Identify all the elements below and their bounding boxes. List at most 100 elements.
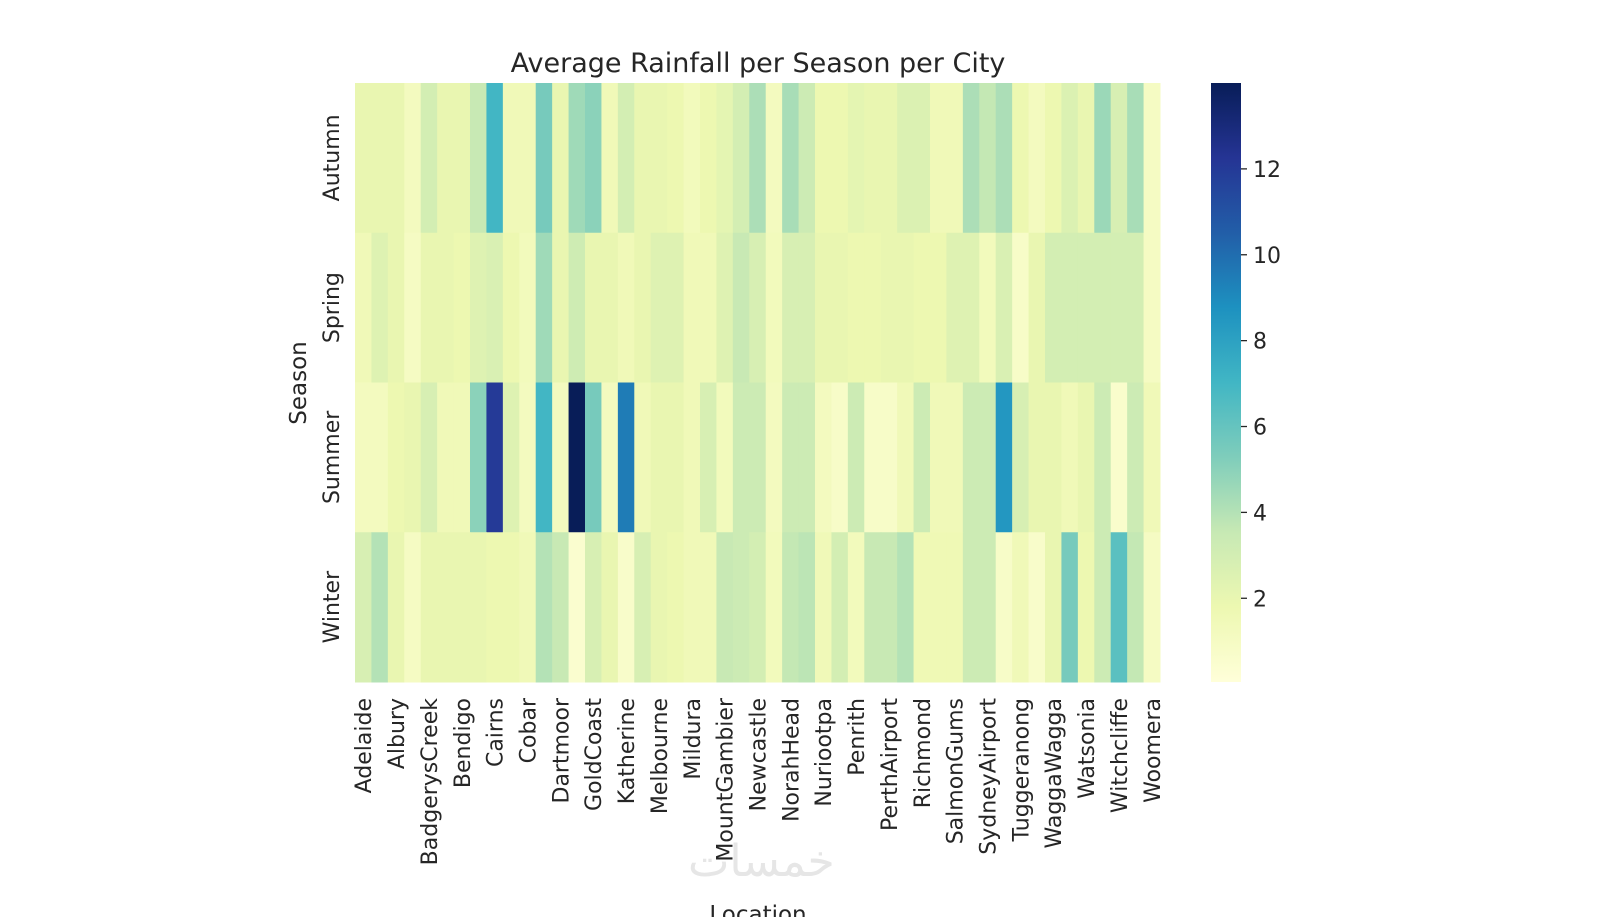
- x-tick-label: SydneyAirport: [977, 698, 1002, 855]
- heatmap-cell: [700, 532, 717, 683]
- y-axis-label: Season: [286, 341, 312, 424]
- heatmap-cell: [683, 232, 701, 383]
- heatmap-cell: [453, 83, 471, 234]
- heatmap-cell: [634, 532, 652, 683]
- heatmap-cell: [913, 83, 931, 234]
- heatmap-cell: [1143, 83, 1161, 234]
- heatmap-cell: [617, 232, 635, 383]
- heatmap-cell: [815, 83, 832, 234]
- heatmap-cell: [634, 382, 652, 533]
- heatmap-cell: [355, 83, 372, 234]
- heatmap-cell: [486, 382, 504, 533]
- heatmap-cell: [437, 83, 455, 234]
- heatmap-cell: [700, 232, 717, 383]
- heatmap-cell: [601, 382, 619, 533]
- heatmap-cell: [1045, 83, 1062, 234]
- heatmap-cell: [716, 532, 734, 683]
- heatmap-cell: [897, 232, 915, 383]
- heatmap-cell: [585, 232, 602, 383]
- heatmap-cell: [535, 382, 553, 533]
- heatmap-cell: [831, 532, 849, 683]
- heatmap-cell: [519, 232, 537, 383]
- heatmap-cell: [437, 382, 455, 533]
- heatmap-cell: [798, 382, 816, 533]
- heatmap-cell: [979, 532, 997, 683]
- heatmap-cell: [700, 382, 717, 533]
- heatmap-cell: [930, 532, 947, 683]
- heatmap-cell: [519, 532, 537, 683]
- heatmap-cell: [617, 382, 635, 533]
- y-tick-label: Spring: [320, 272, 345, 343]
- heatmap-cell: [815, 232, 832, 383]
- heatmap-cell: [552, 232, 570, 383]
- heatmap-cell: [1110, 532, 1128, 683]
- x-tick-label: Tuggeranong: [1009, 698, 1034, 842]
- heatmap-cell: [683, 382, 701, 533]
- heatmap-cell: [1110, 83, 1128, 234]
- heatmap-cell: [552, 532, 570, 683]
- heatmap-cell: [535, 532, 553, 683]
- heatmap-cell: [930, 232, 947, 383]
- heatmap-cell: [847, 382, 865, 533]
- heatmap-cell: [1143, 532, 1161, 683]
- heatmap-cell: [683, 532, 701, 683]
- colorbar-tick-label: 8: [1253, 330, 1267, 355]
- heatmap-cell: [1028, 83, 1046, 234]
- chart-title: Average Rainfall per Season per City: [511, 48, 1006, 79]
- heatmap-cell: [387, 83, 405, 234]
- heatmap-cell: [847, 532, 865, 683]
- heatmap-cell: [1077, 83, 1095, 234]
- heatmap-cell: [568, 232, 586, 383]
- heatmap-cell: [716, 83, 734, 234]
- heatmap-cell: [1012, 232, 1030, 383]
- x-tick-label: Newcastle: [747, 698, 772, 811]
- y-tick-label: Autumn: [320, 114, 345, 201]
- heatmap-cell: [634, 232, 652, 383]
- heatmap-cell: [371, 532, 389, 683]
- heatmap-cell: [585, 532, 602, 683]
- heatmap-cell: [815, 382, 832, 533]
- heatmap-cell: [1127, 382, 1145, 533]
- heatmap-cell: [453, 532, 471, 683]
- heatmap-cell: [913, 532, 931, 683]
- heatmap-cell: [552, 382, 570, 533]
- heatmap-cell: [897, 83, 915, 234]
- heatmap-cell: [404, 232, 422, 383]
- heatmap-cell: [1127, 232, 1145, 383]
- heatmap-cell: [782, 382, 800, 533]
- heatmap-cell: [470, 232, 487, 383]
- heatmap-cell: [979, 382, 997, 533]
- heatmap-cell: [470, 532, 487, 683]
- heatmap-cell: [420, 232, 438, 383]
- heatmap-cell: [387, 382, 405, 533]
- heatmap-cell: [765, 382, 783, 533]
- x-tick-label: Watsonia: [1075, 698, 1100, 799]
- heatmap-cell: [502, 382, 520, 533]
- heatmap-cell: [880, 232, 898, 383]
- heatmap-cell: [420, 382, 438, 533]
- heatmap-cell: [667, 83, 685, 234]
- heatmap-cell: [995, 532, 1013, 683]
- heatmap-cell: [782, 232, 800, 383]
- heatmap-cell: [667, 532, 685, 683]
- heatmap-cell: [1045, 232, 1062, 383]
- heatmap-cell: [1061, 382, 1079, 533]
- heatmap-cell: [798, 232, 816, 383]
- heatmap-cell: [634, 83, 652, 234]
- x-tick-label: Adelaide: [352, 698, 377, 793]
- x-tick-label: GoldCoast: [582, 698, 607, 811]
- heatmap-cell: [732, 532, 750, 683]
- heatmap-cells: [355, 83, 1161, 683]
- heatmap-cell: [502, 232, 520, 383]
- heatmap-cell: [650, 232, 668, 383]
- heatmap-cell: [1110, 382, 1128, 533]
- heatmap-cell: [502, 532, 520, 683]
- heatmap-cell: [371, 232, 389, 383]
- heatmap-cell: [946, 232, 964, 383]
- y-tick-label: Summer: [320, 410, 345, 504]
- heatmap-cell: [1127, 83, 1145, 234]
- heatmap-cell: [732, 232, 750, 383]
- heatmap-cell: [815, 532, 832, 683]
- heatmap-cell: [568, 532, 586, 683]
- heatmap-cell: [782, 532, 800, 683]
